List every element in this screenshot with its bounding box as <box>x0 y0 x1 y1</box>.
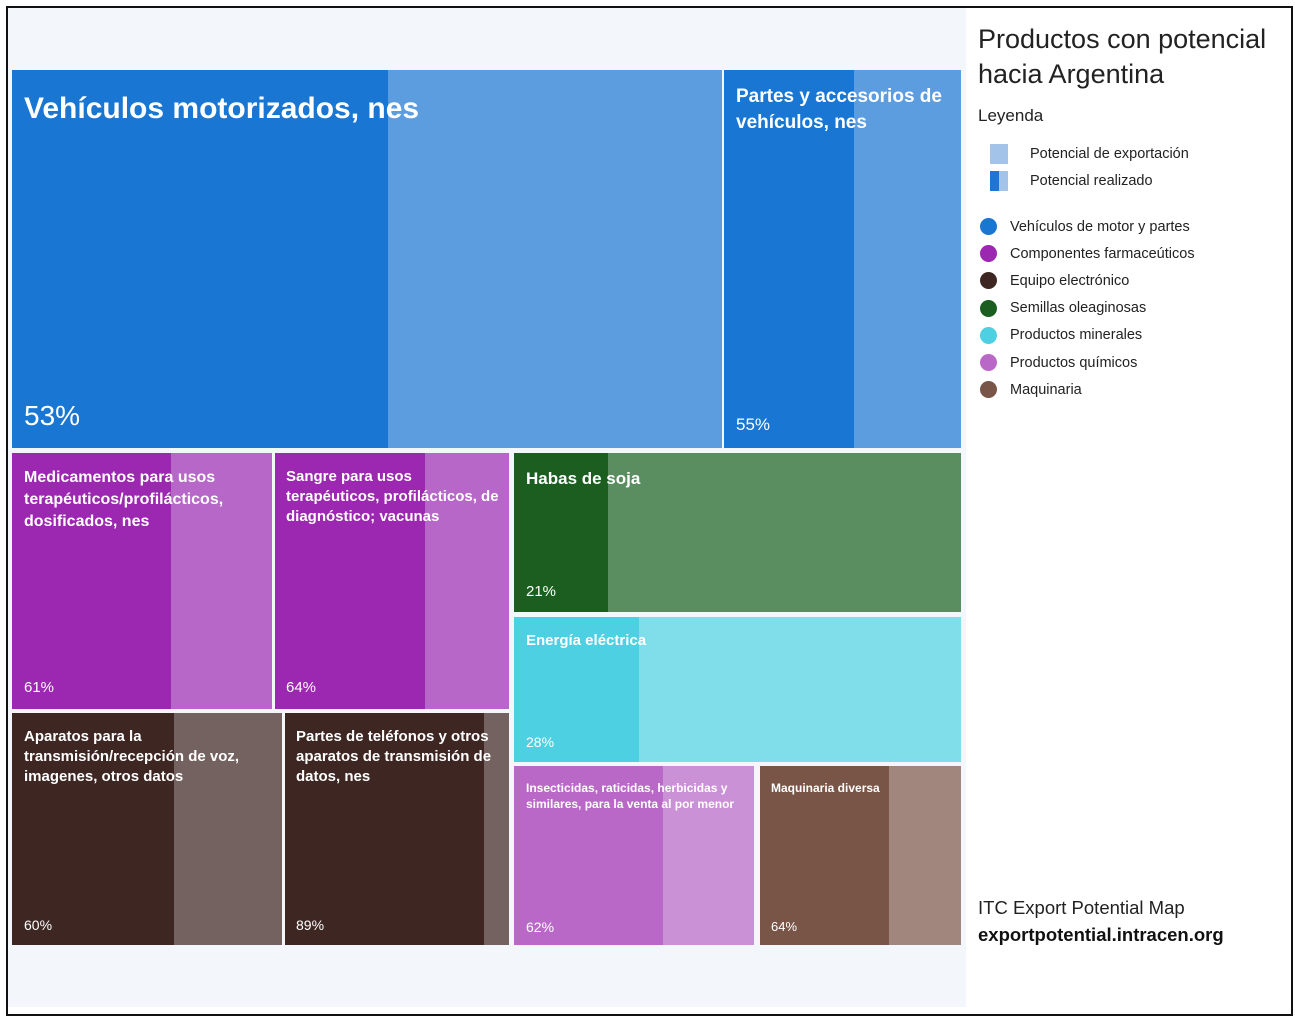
treemap-tile-vehiculos[interactable]: Vehículos motorizados, nes 53% <box>12 70 722 448</box>
legend-item-export-potential: Potencial de exportación <box>990 144 1189 164</box>
tile-percent: 55% <box>736 415 771 434</box>
category-legend-label: Componentes farmaceúticos <box>1010 245 1195 262</box>
treemap-tile-medicamentos[interactable]: Medicamentos para usos terapéuticos/prof… <box>12 453 272 709</box>
tile-label: Maquinaria diversa <box>771 781 880 795</box>
source-url[interactable]: exportpotential.intracen.org <box>978 924 1224 945</box>
category-dot-icon <box>980 326 997 344</box>
category-legend-item: Vehículos de motor y partes <box>980 218 1190 235</box>
category-dot-icon <box>980 272 997 290</box>
category-dot-icon <box>980 299 997 317</box>
realized-potential-swatch-icon <box>990 171 1008 191</box>
category-legend-label: Semillas oleaginosas <box>1010 300 1147 317</box>
treemap-tile-maquinaria[interactable]: Maquinaria diversa 64% <box>760 766 961 945</box>
category-legend-label: Vehículos de motor y partes <box>1010 218 1190 235</box>
realized-potential-bar <box>514 766 663 945</box>
tile-percent: 21% <box>526 583 557 600</box>
tile-label: Vehículos motorizados, nes <box>24 92 420 125</box>
legend-label-realized-potential: Potencial realizado <box>1030 173 1153 189</box>
category-legend-label: Productos químicos <box>1010 354 1138 371</box>
treemap-tile-partes-vehiculos[interactable]: Partes y accesorios de vehículos, nes 55% <box>724 70 961 448</box>
realized-potential-bar <box>285 713 485 945</box>
category-legend-item: Semillas oleaginosas <box>980 299 1147 317</box>
source-name: ITC Export Potential Map <box>978 897 1185 918</box>
legend-title: Leyenda <box>978 106 1044 125</box>
tile-label: Aparatos para la transmisión/recepción d… <box>24 728 240 785</box>
category-legend-item: Maquinaria <box>980 381 1082 399</box>
tile-label: Energía eléctrica <box>526 632 647 649</box>
category-dot-icon <box>980 381 997 399</box>
treemap-tile-sangre[interactable]: Sangre para usos terapéuticos, profiláct… <box>275 453 509 709</box>
tile-percent: 60% <box>24 917 53 933</box>
realized-potential-bar <box>12 453 171 709</box>
category-legend-label: Maquinaria <box>1010 381 1082 398</box>
tile-label: Sangre para usos terapéuticos, profiláct… <box>286 468 499 525</box>
tile-label: Partes de teléfonos y otros aparatos de … <box>296 728 492 785</box>
export-potential-swatch-icon <box>990 144 1008 164</box>
realized-potential-bar <box>514 453 608 612</box>
tile-label: Medicamentos para usos terapéuticos/prof… <box>24 469 224 530</box>
category-legend-item: Productos químicos <box>980 354 1137 371</box>
treemap-tile-energia[interactable]: Energía eléctrica 28% <box>514 617 961 762</box>
treemap-tile-habas-soja[interactable]: Habas de soja 21% <box>514 453 961 612</box>
realized-potential-bar <box>275 453 425 709</box>
tile-percent: 64% <box>771 919 798 934</box>
chart-title: Productos con potencial hacia Argentina <box>978 24 1267 89</box>
category-legend-item: Componentes farmaceúticos <box>980 245 1195 263</box>
realized-potential-bar <box>724 70 855 448</box>
category-dot-icon <box>980 218 997 235</box>
tile-percent: 53% <box>24 400 81 431</box>
category-legend-item: Equipo electrónico <box>980 272 1130 290</box>
category-dot-icon <box>980 245 997 263</box>
tile-percent: 28% <box>526 734 555 750</box>
tile-label: Partes y accesorios de vehículos, nes <box>736 86 942 133</box>
tile-label: Habas de soja <box>526 469 641 488</box>
realized-potential-bar <box>760 766 889 945</box>
treemap-tile-insecticidas[interactable]: Insecticidas, raticidas, herbicidas y si… <box>514 766 754 945</box>
tile-percent: 61% <box>24 679 55 696</box>
category-legend-label: Equipo electrónico <box>1010 272 1130 289</box>
tile-percent: 89% <box>296 917 325 933</box>
category-legend-item: Productos minerales <box>980 326 1143 344</box>
tile-label: Insecticidas, raticidas, herbicidas y si… <box>526 781 735 811</box>
realized-potential-bar <box>514 617 640 762</box>
legend-item-realized-potential: Potencial realizado <box>990 171 1153 191</box>
treemap-tile-telefonos[interactable]: Partes de teléfonos y otros aparatos de … <box>285 713 509 945</box>
category-dot-icon <box>980 354 997 371</box>
realized-potential-bar <box>12 713 174 945</box>
legend-label-export-potential: Potencial de exportación <box>1030 146 1189 162</box>
treemap-tile-aparatos[interactable]: Aparatos para la transmisión/recepción d… <box>12 713 282 945</box>
tile-percent: 62% <box>526 919 555 935</box>
tile-percent: 64% <box>286 679 317 696</box>
realized-potential-bar <box>12 70 389 448</box>
category-legend-label: Productos minerales <box>1010 327 1143 344</box>
